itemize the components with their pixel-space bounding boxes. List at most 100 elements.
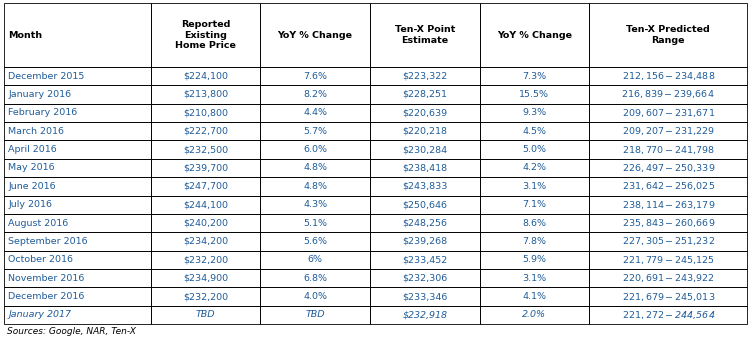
Bar — [151, 269, 261, 287]
Text: Sources: Google, NAR, Ten-X: Sources: Google, NAR, Ten-X — [7, 327, 136, 336]
Bar — [151, 140, 261, 159]
Text: $232,500: $232,500 — [182, 145, 228, 154]
Bar — [261, 214, 370, 232]
Bar — [480, 122, 590, 140]
Bar — [4, 85, 151, 104]
Text: August 2016: August 2016 — [8, 218, 68, 227]
Bar — [261, 67, 370, 85]
Bar — [370, 85, 480, 104]
Text: 15.5%: 15.5% — [520, 90, 550, 99]
Text: $231,642 - $256,025: $231,642 - $256,025 — [622, 180, 715, 192]
Text: $216,839 - $239,664: $216,839 - $239,664 — [622, 88, 715, 100]
Bar — [480, 214, 590, 232]
Bar — [261, 122, 370, 140]
Bar — [151, 177, 261, 196]
Bar — [370, 232, 480, 251]
Bar — [590, 269, 747, 287]
Bar — [480, 251, 590, 269]
Bar — [370, 177, 480, 196]
Bar — [370, 85, 480, 104]
Bar — [261, 214, 370, 232]
Bar — [261, 67, 370, 85]
Bar — [151, 196, 261, 214]
Bar — [590, 232, 747, 251]
Text: $239,700: $239,700 — [182, 164, 228, 173]
Text: 8.2%: 8.2% — [303, 90, 327, 99]
Bar — [370, 122, 480, 140]
Text: 5.6%: 5.6% — [303, 237, 327, 246]
Bar — [151, 232, 261, 251]
Bar — [480, 306, 590, 324]
Bar — [370, 104, 480, 122]
Bar — [151, 3, 261, 67]
Bar — [4, 306, 151, 324]
Bar — [480, 214, 590, 232]
Bar — [370, 269, 480, 287]
Bar — [370, 287, 480, 306]
Bar — [261, 306, 370, 324]
Bar — [590, 196, 747, 214]
Bar — [480, 140, 590, 159]
Bar — [151, 287, 261, 306]
Bar — [590, 122, 747, 140]
Bar — [4, 196, 151, 214]
Bar — [4, 140, 151, 159]
Bar — [370, 140, 480, 159]
Bar — [261, 287, 370, 306]
Bar — [151, 214, 261, 232]
Bar — [590, 306, 747, 324]
Bar — [4, 214, 151, 232]
Bar — [4, 251, 151, 269]
Bar — [151, 67, 261, 85]
Text: 6.0%: 6.0% — [303, 145, 327, 154]
Bar — [480, 287, 590, 306]
Text: 7.6%: 7.6% — [303, 72, 327, 81]
Bar — [4, 67, 151, 85]
Bar — [4, 269, 151, 287]
Bar — [480, 85, 590, 104]
Bar — [4, 177, 151, 196]
Bar — [590, 214, 747, 232]
Bar — [151, 287, 261, 306]
Text: 6.8%: 6.8% — [303, 274, 327, 283]
Bar — [370, 104, 480, 122]
Text: November 2016: November 2016 — [8, 274, 85, 283]
Bar — [370, 3, 480, 67]
Bar — [4, 67, 151, 85]
Bar — [370, 67, 480, 85]
Bar — [151, 85, 261, 104]
Bar — [151, 104, 261, 122]
Bar — [370, 196, 480, 214]
Text: January 2017: January 2017 — [8, 310, 71, 319]
Text: 7.3%: 7.3% — [523, 72, 547, 81]
Bar — [480, 159, 590, 177]
Bar — [261, 159, 370, 177]
Bar — [590, 104, 747, 122]
Text: July 2016: July 2016 — [8, 200, 53, 209]
Bar — [151, 306, 261, 324]
Bar — [4, 232, 151, 251]
Text: $220,691 - $243,922: $220,691 - $243,922 — [622, 272, 715, 284]
Text: 4.4%: 4.4% — [303, 108, 327, 117]
Text: 5.1%: 5.1% — [303, 218, 327, 227]
Text: 2.0%: 2.0% — [523, 310, 547, 319]
Bar — [261, 269, 370, 287]
Text: $213,800: $213,800 — [182, 90, 228, 99]
Bar — [370, 251, 480, 269]
Bar — [590, 287, 747, 306]
Bar — [261, 196, 370, 214]
Bar — [590, 269, 747, 287]
Text: Ten-X Point
Estimate: Ten-X Point Estimate — [394, 25, 455, 45]
Bar — [261, 196, 370, 214]
Text: 4.5%: 4.5% — [523, 127, 547, 136]
Bar — [370, 67, 480, 85]
Text: 4.2%: 4.2% — [523, 164, 547, 173]
Text: $210,800: $210,800 — [183, 108, 228, 117]
Bar — [4, 104, 151, 122]
Text: $212,156 - $234,488: $212,156 - $234,488 — [622, 70, 715, 82]
Bar — [370, 306, 480, 324]
Bar — [261, 3, 370, 67]
Text: 4.1%: 4.1% — [523, 292, 547, 301]
Bar — [4, 232, 151, 251]
Bar — [480, 287, 590, 306]
